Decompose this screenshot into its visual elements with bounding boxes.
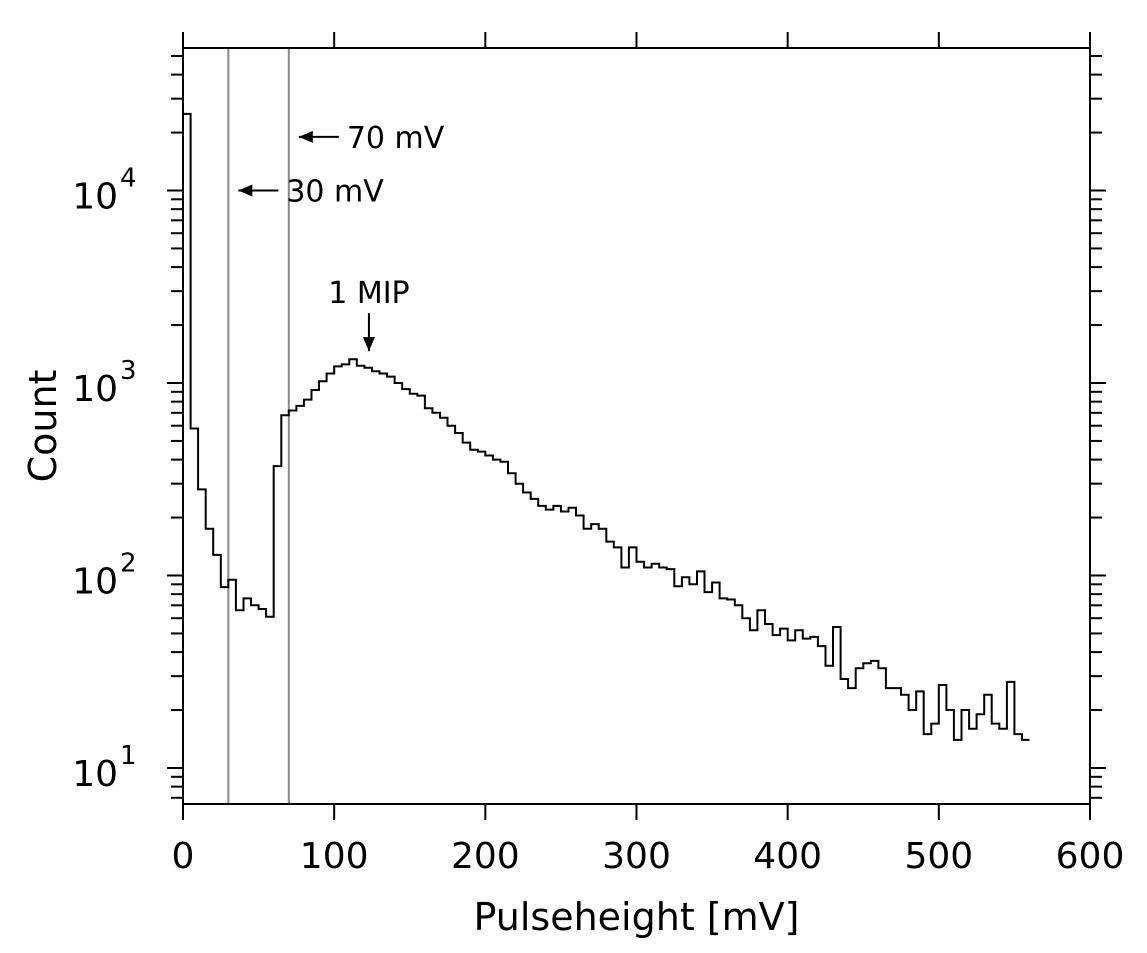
x-tick-label: 500 [904,836,973,877]
arrow-head [362,337,375,352]
x-tick-label: 0 [172,836,195,877]
y-tick-label: 10 [72,369,118,410]
histogram-series [183,112,1030,741]
annotation-label: 30 mV [286,175,384,210]
annotation-label: 1 MIP [328,276,409,311]
y-tick-label: 10 [72,561,118,602]
y-tick-label: 10 [72,754,118,795]
x-tick-label: 100 [300,836,369,877]
y-axis-title: Count [21,370,65,483]
annotation-label: 70 mV [347,121,445,156]
reference-lines [227,48,290,804]
y-tick-exponent: 1 [120,741,137,771]
x-tick-label: 300 [602,836,671,877]
y-tick-exponent: 2 [120,548,137,578]
y-tick-exponent: 3 [120,356,137,386]
x-tick-label: 200 [451,836,520,877]
x-tick-label: 600 [1056,836,1125,877]
arrow-head [238,184,253,197]
arrow-head [298,130,313,143]
plot-frame [182,47,1091,805]
x-ticks: 0 100 200 300 400 500 600 [172,32,1125,877]
y-tick-exponent: 4 [120,164,137,194]
x-axis-title: Pulseheight [mV] [474,895,800,939]
y-tick-label: 10 [72,177,118,218]
x-tick-label: 400 [753,836,822,877]
annotations: 70 mV 30 mV 1 MIP [238,121,445,352]
